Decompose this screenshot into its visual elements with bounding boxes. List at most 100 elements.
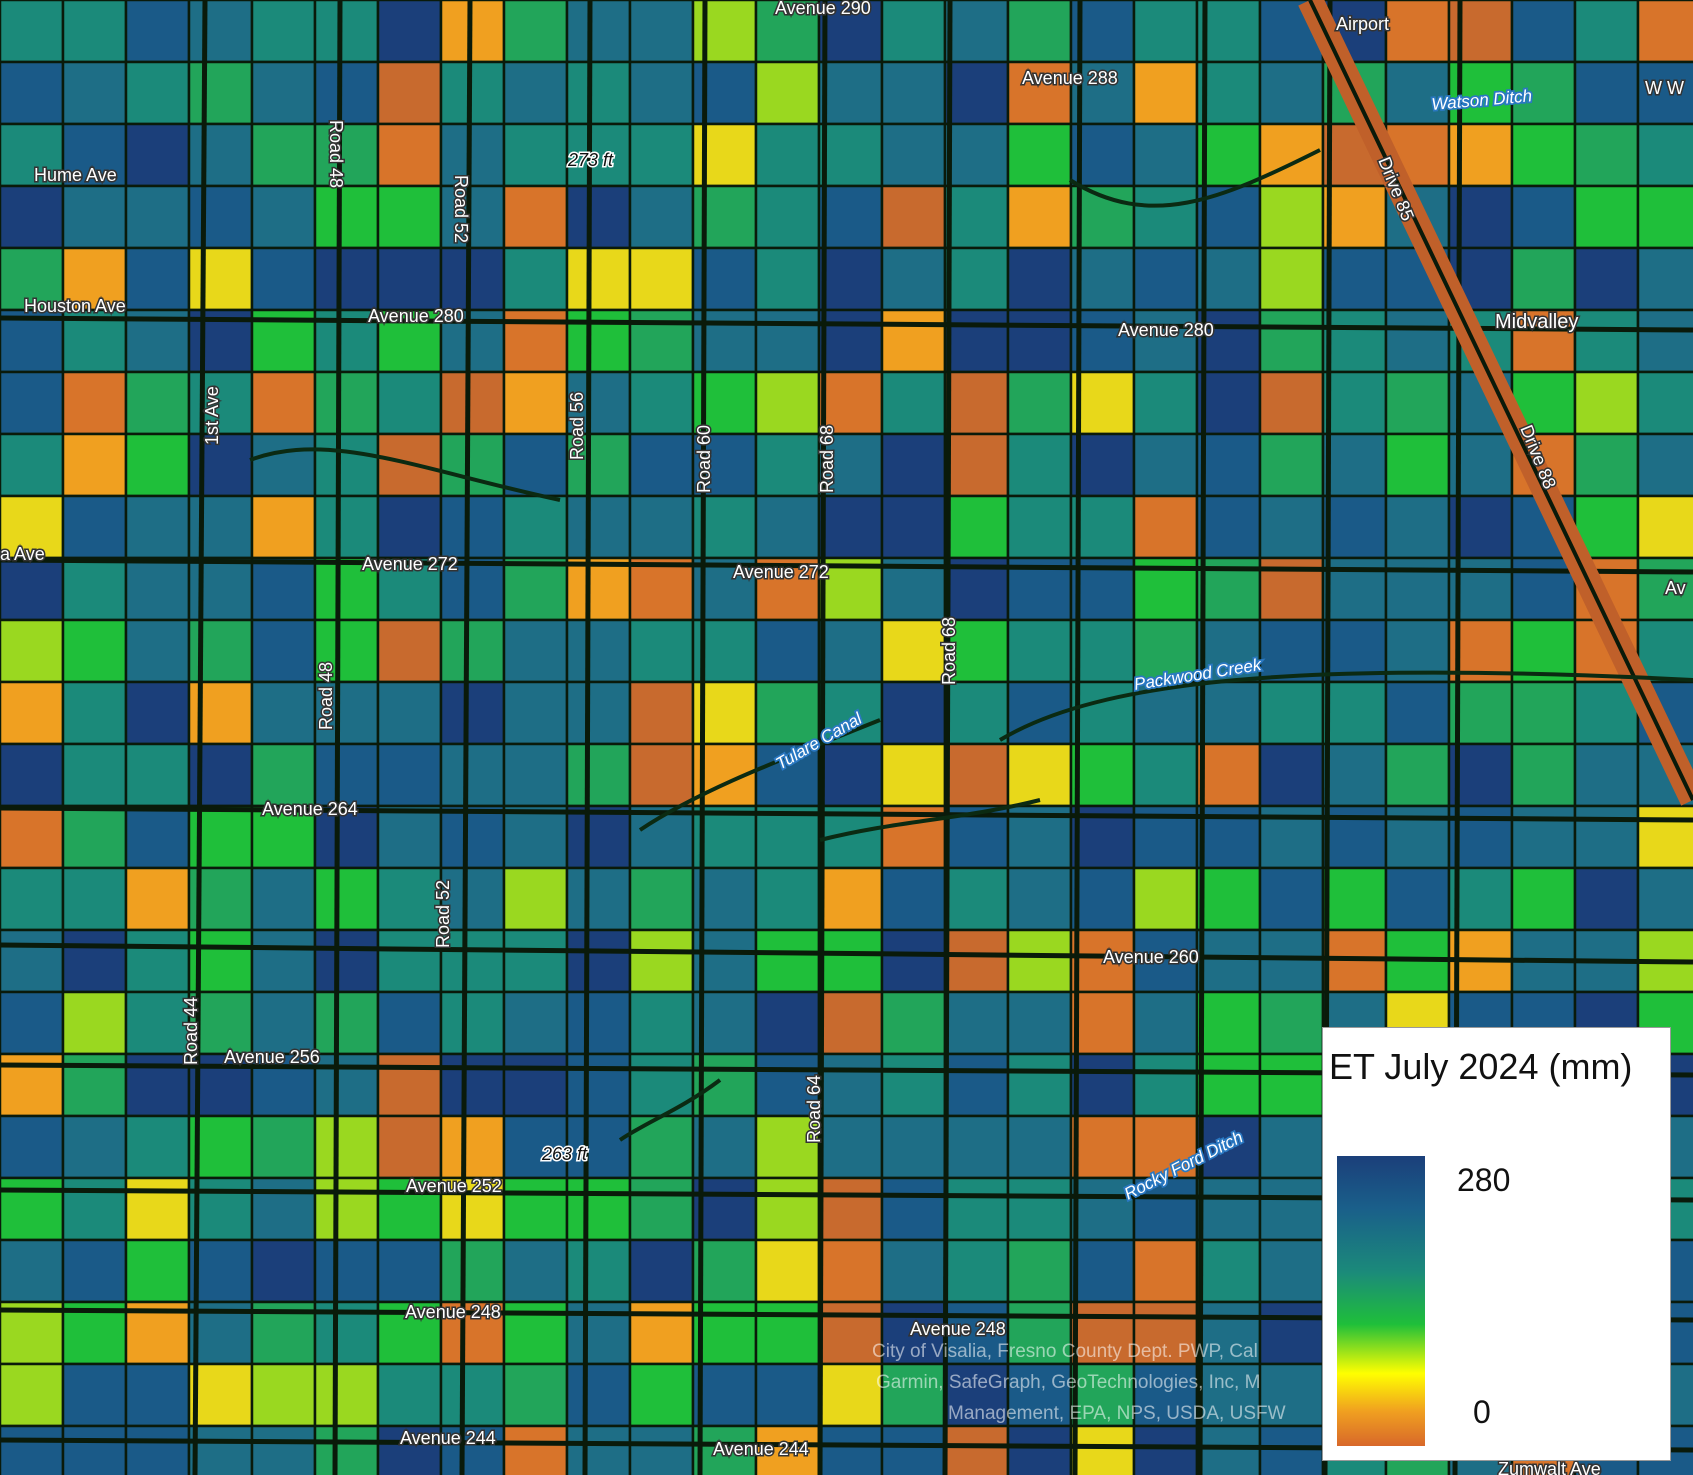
field-parcel [376,494,443,560]
field-parcel [376,556,443,622]
field-parcel [754,1300,821,1366]
field-parcel [817,370,884,436]
field-parcel [754,990,821,1056]
road-label: W W [1645,78,1684,98]
field-parcel [187,0,254,64]
field-parcel [565,1362,632,1428]
field-parcel [1069,1238,1136,1304]
field-parcel [124,866,191,932]
field-parcel [1006,928,1073,994]
field-parcel [376,804,443,870]
field-parcel [565,1052,632,1118]
road-label: Avenue 248 [910,1319,1006,1339]
field-parcel [250,866,317,932]
road-label: Avenue 280 [368,306,464,326]
field-parcel [1195,990,1262,1056]
field-parcel [124,246,191,312]
field-parcel [1573,432,1640,498]
road-label: Road 52 [433,880,453,948]
field-parcel [61,432,128,498]
road-label: Avenue 260 [1103,947,1199,967]
field-parcel [943,308,1010,374]
field-parcel [1573,866,1640,932]
field-parcel [817,990,884,1056]
field-parcel [1321,246,1388,312]
field-parcel [439,1114,506,1180]
field-parcel [565,742,632,808]
road-label: 1st Ave [202,386,222,445]
field-parcel [250,680,317,746]
road-label: Road 60 [694,425,714,493]
field-parcel [439,618,506,684]
field-parcel [0,370,65,436]
field-parcel [880,246,947,312]
field-parcel [502,370,569,436]
field-parcel [943,122,1010,188]
field-parcel [1069,1114,1136,1180]
field-parcel [61,246,128,312]
field-parcel [1321,494,1388,560]
field-parcel [313,1176,380,1242]
field-parcel [313,60,380,126]
field-parcel [502,246,569,312]
field-parcel [628,928,695,994]
field-parcel [0,0,65,64]
field-parcel [0,866,65,932]
field-parcel [1321,184,1388,250]
field-parcel [628,122,695,188]
field-parcel [313,928,380,994]
field-parcel [1573,742,1640,808]
field-parcel [61,184,128,250]
field-parcel [439,1052,506,1118]
field-parcel [124,928,191,994]
field-parcel [376,60,443,126]
field-parcel [943,184,1010,250]
field-parcel [250,246,317,312]
field-parcel [1636,246,1693,312]
field-parcel [1258,1114,1325,1180]
field-parcel [0,122,65,188]
field-parcel [1258,1052,1325,1118]
field-parcel [565,494,632,560]
field-parcel [502,866,569,932]
field-parcel [313,1362,380,1428]
field-parcel [817,184,884,250]
field-parcel [439,184,506,250]
field-parcel [754,432,821,498]
field-parcel [691,1238,758,1304]
field-parcel [502,0,569,64]
attribution-line: Management, EPA, NPS, USDA, USFW [948,1403,1286,1424]
field-parcel [187,246,254,312]
field-parcel [1321,742,1388,808]
field-parcel [1510,680,1577,746]
field-parcel [880,122,947,188]
field-parcel [1195,680,1262,746]
field-parcel [1384,370,1451,436]
road-label: Avenue 264 [262,799,358,819]
field-parcel [376,370,443,436]
field-parcel [1006,866,1073,932]
field-parcel [1321,370,1388,436]
field-parcel [0,184,65,250]
field-parcel [187,1362,254,1428]
field-parcel [1636,494,1693,560]
field-parcel [1195,866,1262,932]
field-parcel [313,804,380,870]
field-parcel [0,556,65,622]
field-parcel [0,1176,65,1242]
field-parcel [880,1176,947,1242]
field-parcel [1069,1052,1136,1118]
field-parcel [1258,1300,1325,1366]
legend-min-label: 0 [1473,1394,1491,1430]
field-parcel [502,494,569,560]
field-parcel [124,60,191,126]
field-parcel [1195,928,1262,994]
field-parcel [880,60,947,126]
field-parcel [1069,742,1136,808]
field-parcel [1258,1424,1325,1475]
field-parcel [1069,680,1136,746]
attribution-line: City of Visalia, Fresno County Dept. PWP… [872,1341,1258,1362]
field-parcel [124,680,191,746]
field-parcel [628,432,695,498]
